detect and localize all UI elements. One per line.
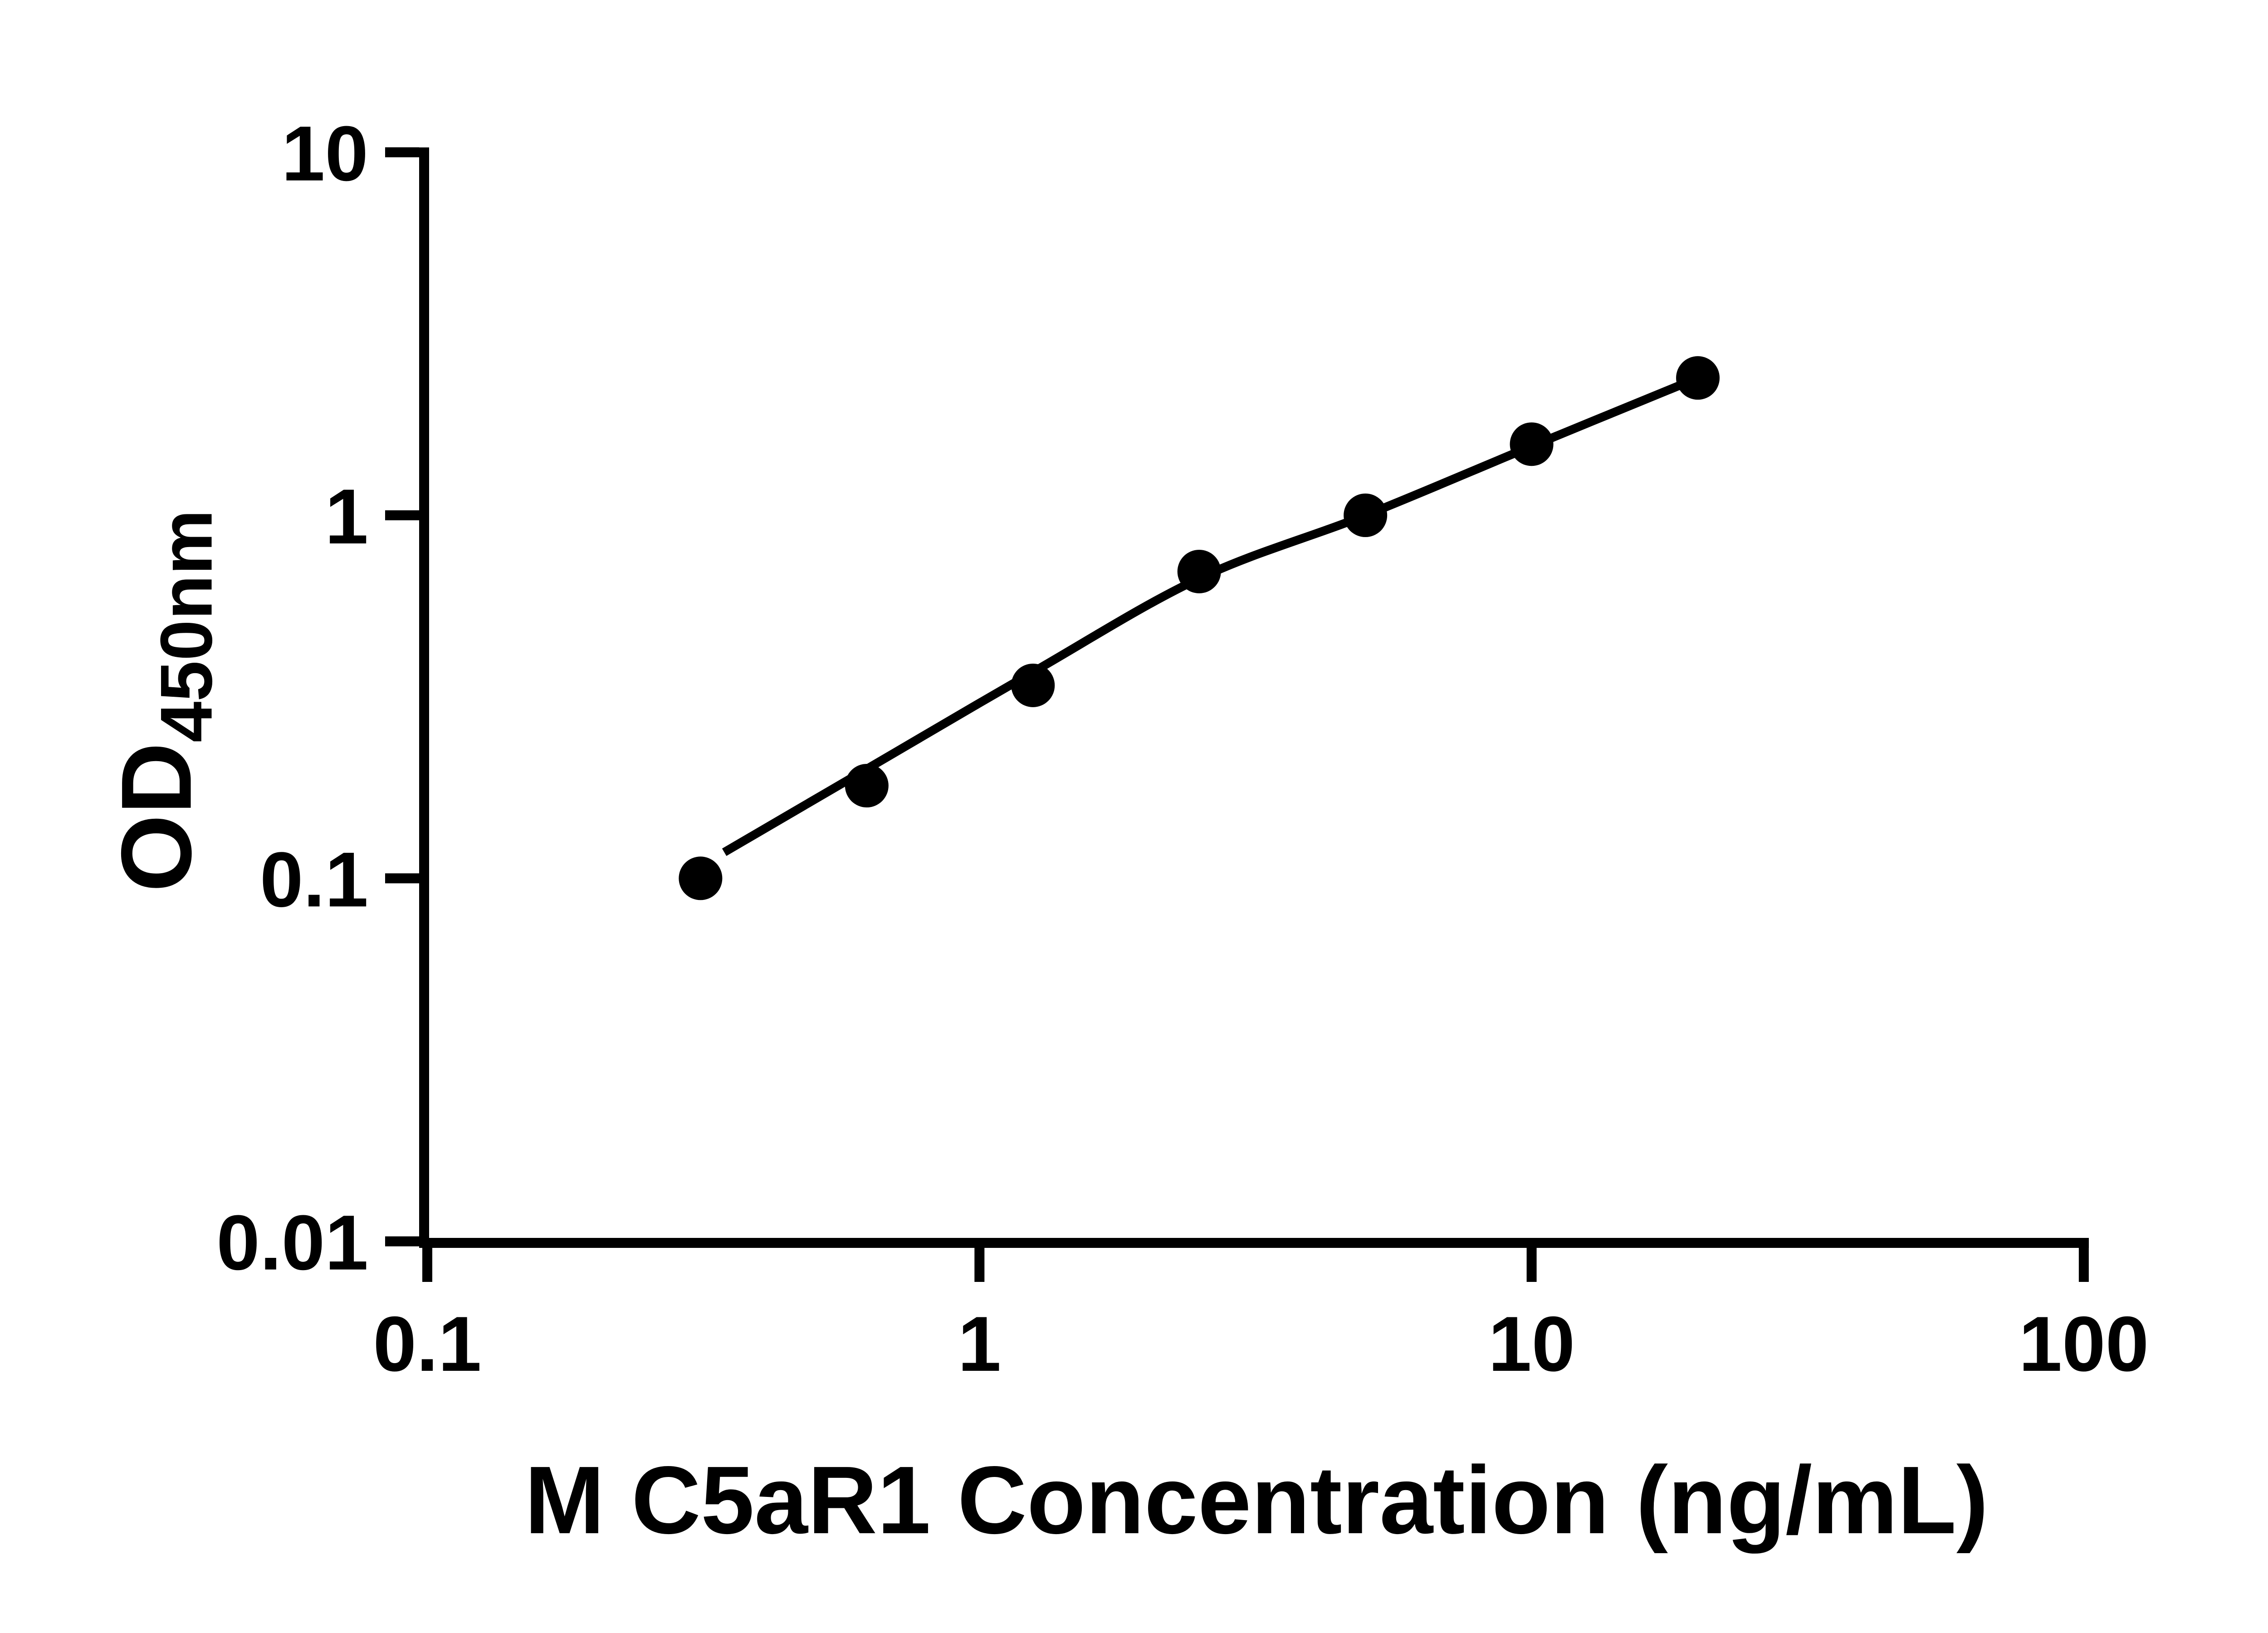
x-tick-mark <box>974 1248 985 1282</box>
data-point <box>845 764 889 808</box>
y-tick-label: 0.1 <box>260 836 368 923</box>
y-tick-label: 0.01 <box>216 1199 368 1286</box>
y-tick-label: 1 <box>325 473 368 560</box>
x-axis-line <box>419 1238 2089 1248</box>
data-point <box>679 856 723 900</box>
x-axis-title-text: M C5aR1 Concentration (ng/mL) <box>524 1446 1989 1554</box>
x-tick-mark <box>2078 1248 2089 1282</box>
x-tick-mark <box>1526 1248 1537 1282</box>
x-tick-label: 0.1 <box>373 1301 481 1388</box>
y-tick-mark <box>385 873 419 884</box>
x-axis-title: M C5aR1 Concentration (ng/mL) <box>424 1445 2089 1555</box>
data-point <box>1344 494 1388 537</box>
data-point <box>1510 422 1554 466</box>
y-tick-mark <box>385 1236 419 1247</box>
x-tick-mark <box>422 1248 432 1282</box>
y-axis-title: OD450nm <box>99 509 228 892</box>
y-axis-title-subscript: 450nm <box>145 509 228 743</box>
y-tick-mark <box>385 510 419 520</box>
x-tick-label: 100 <box>2019 1301 2149 1388</box>
x-tick-label: 1 <box>958 1301 1001 1388</box>
x-tick-label: 10 <box>1488 1301 1575 1388</box>
data-point <box>1676 356 1720 400</box>
y-tick-label: 10 <box>282 110 368 197</box>
y-axis-title-main: OD <box>100 742 212 892</box>
data-point <box>1177 549 1221 593</box>
y-axis-line <box>419 147 429 1248</box>
data-point <box>1011 663 1055 707</box>
y-tick-mark <box>385 147 419 157</box>
